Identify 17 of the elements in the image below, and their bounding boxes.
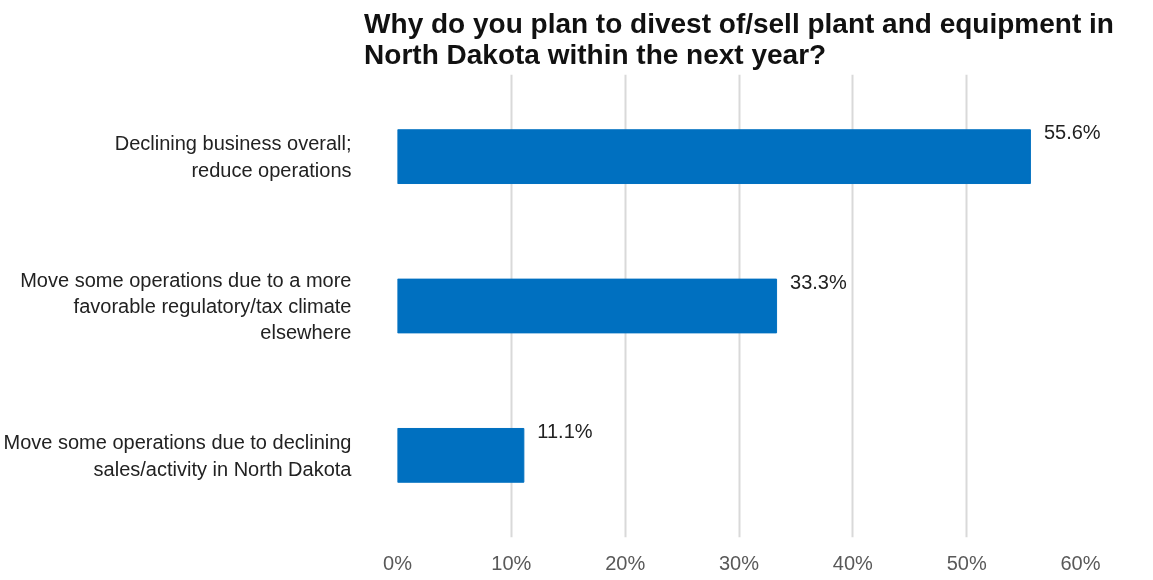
- data-label: 33.3%: [790, 270, 847, 294]
- y-tick-label: Declining business overall; reduce operations: [114, 132, 352, 181]
- data-label: 55.6%: [1043, 121, 1101, 145]
- x-tick-label: 50%: [946, 551, 987, 574]
- bar: [397, 427, 525, 483]
- x-tick-label: 10%: [491, 551, 532, 574]
- x-tick-label: 40%: [832, 551, 874, 574]
- x-tick-label: 20%: [605, 551, 646, 574]
- data-label: 11.1%: [537, 419, 593, 443]
- x-tick-label: 30%: [718, 551, 760, 574]
- y-tick-label: Move some operations due to declining sales/activity in North Dakota: [3, 431, 353, 480]
- y-tick-label: Move some operations due to a more favorable regulatory/tax climate elsewhere: [20, 268, 352, 344]
- chart-title: Why do you plan to divest of/sell plant and equipment in North Dakota within the next year?: [364, 7, 1114, 70]
- bar: [397, 129, 1031, 185]
- bar: [397, 278, 778, 334]
- x-tick-label: 0%: [383, 551, 413, 574]
- x-tick-label: 60%: [1060, 551, 1101, 574]
